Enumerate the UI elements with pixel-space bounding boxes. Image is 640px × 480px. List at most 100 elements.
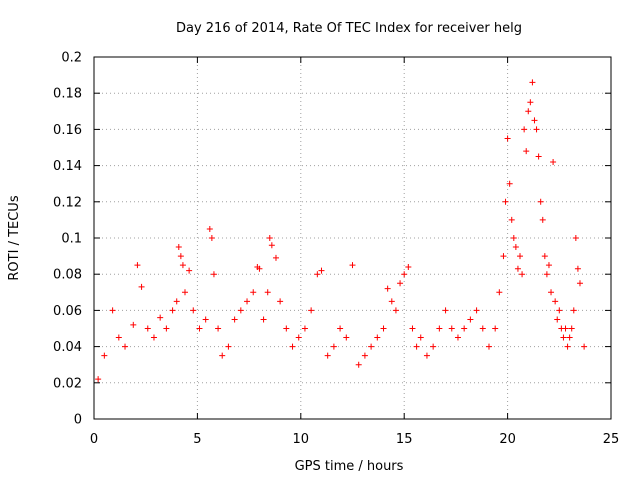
data-point [173,298,180,305]
data-point [508,216,515,223]
x-tick-label: 5 [193,432,201,447]
data-point [101,352,108,359]
data-point [485,343,492,350]
data-point [566,334,573,341]
data-point [318,267,325,274]
data-point [190,307,197,314]
data-point [502,198,509,205]
data-point [562,325,569,332]
data-point [543,271,550,278]
data-point [202,316,209,323]
data-point [330,343,337,350]
data-point [512,244,519,251]
data-points [95,79,588,383]
plot-frame [93,56,612,420]
x-tick-label: 25 [603,432,620,447]
axis-ticks: 0 0.02 0.04 0.06 0.08 0.1 0.12 0.14 0.16 0.18 0.2 0… [53,51,619,448]
data-point [430,343,437,350]
y-tick-label: 0.12 [53,195,82,210]
data-point [545,262,552,269]
data-point [496,289,503,296]
data-point [529,79,536,86]
y-tick-label: 0.2 [61,51,82,66]
data-point [467,316,474,323]
grid [94,57,611,419]
data-point [368,343,375,350]
data-point [461,325,468,332]
data-point [397,280,404,287]
data-point [413,343,420,350]
data-point [109,307,116,314]
data-point [533,126,540,133]
data-point [219,352,226,359]
data-point [237,307,244,314]
data-point [244,298,251,305]
data-point [537,198,544,205]
y-tick-label: 0 [74,413,82,428]
data-point [436,325,443,332]
data-point [277,298,284,305]
data-point [388,298,395,305]
data-point [337,325,344,332]
data-point [374,334,381,341]
y-tick-label: 0.06 [53,304,82,319]
x-tick-label: 20 [499,432,516,447]
data-point [405,263,412,270]
data-point [500,253,507,260]
data-point [517,253,524,260]
data-point [177,253,184,260]
y-tick-label: 0.14 [53,159,82,174]
data-point [150,334,157,341]
data-point [380,325,387,332]
data-point [550,158,557,165]
data-point [479,325,486,332]
data-point [283,325,290,332]
data-point [138,283,145,290]
data-point [556,307,563,314]
data-point [576,280,583,287]
data-point [581,343,588,350]
data-point [527,99,534,106]
data-point [448,325,455,332]
data-point [95,376,102,383]
data-point [554,316,561,323]
data-point [225,343,232,350]
y-tick-label: 0.18 [53,87,82,102]
data-point [175,244,182,251]
y-tick-label: 0.04 [53,340,82,355]
data-point [521,126,528,133]
y-axis-label: ROTI / TECUs [7,195,22,280]
data-point [506,180,513,187]
data-point [384,285,391,292]
x-tick-label: 0 [90,432,98,447]
data-point [560,334,567,341]
y-tick-label: 0.02 [53,376,82,391]
data-point [256,265,263,272]
data-point [417,334,424,341]
chart-title: Day 216 of 2014, Rate Of TEC Index for r… [176,21,522,36]
data-point [289,343,296,350]
data-point [349,262,356,269]
data-point [115,334,122,341]
data-point [324,352,331,359]
data-point [572,235,579,241]
data-point [454,334,461,341]
data-point [343,334,350,341]
data-point [130,321,137,328]
data-point [531,117,538,124]
data-point [272,254,279,261]
data-point [523,148,530,155]
data-point [535,153,542,160]
data-point [539,216,546,223]
y-tick-label: 0.1 [61,232,82,247]
data-point [163,325,170,332]
data-point [186,267,193,274]
data-point [301,325,308,332]
data-point [548,289,555,296]
data-point [504,135,511,142]
data-point [264,289,271,296]
x-tick-label: 15 [396,432,413,447]
data-point [260,316,267,323]
data-point [250,289,257,296]
